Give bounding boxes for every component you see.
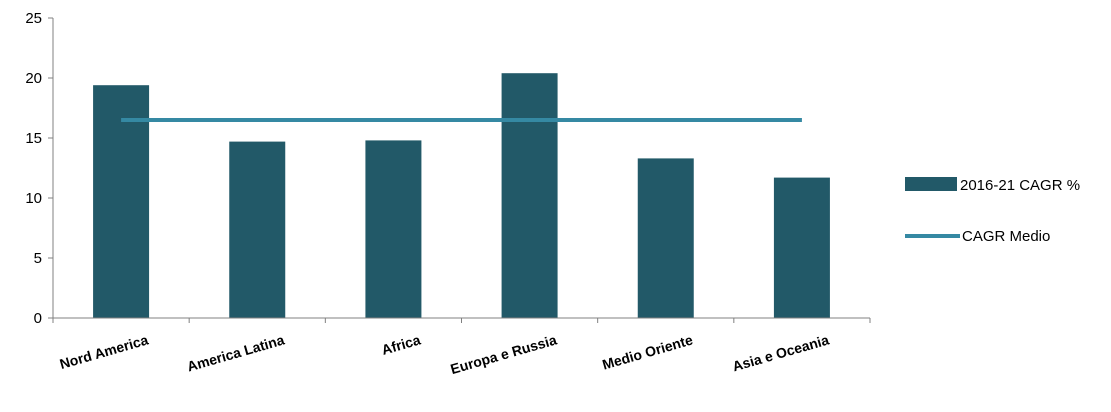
bars-group (93, 73, 830, 318)
x-category-label: Asia e Oceania (731, 331, 831, 374)
y-ticks-group: 0 5 10 15 20 25 (25, 10, 53, 327)
y-tick-label: 0 (34, 310, 42, 327)
bar (229, 141, 286, 318)
y-tick-label: 10 (25, 190, 42, 207)
bar (501, 73, 558, 318)
y-tick-label: 15 (25, 130, 42, 147)
axes-group (52, 18, 870, 319)
x-ticks-group: Nord America America Latina Africa Europa e… (52, 318, 871, 377)
legend-bar-swatch (905, 177, 957, 191)
bar (365, 140, 422, 318)
legend-label-line-series: CAGR Medio (962, 228, 1050, 245)
legend-label-bar-series: 2016-21 CAGR % (960, 177, 1080, 194)
x-category-label: Nord America (58, 331, 150, 372)
legend: 2016-21 CAGR % CAGR Medio (905, 177, 1080, 245)
y-tick-label: 20 (25, 70, 42, 87)
x-category-label: Medio Oriente (600, 331, 694, 372)
x-category-label: America Latina (185, 331, 286, 374)
bar (773, 177, 830, 318)
bar (93, 85, 150, 318)
x-category-label: Africa (380, 331, 423, 357)
y-tick-label: 5 (34, 250, 42, 267)
x-category-label: Europa e Russia (449, 331, 559, 377)
y-tick-label: 25 (25, 10, 42, 27)
bar (637, 158, 694, 318)
